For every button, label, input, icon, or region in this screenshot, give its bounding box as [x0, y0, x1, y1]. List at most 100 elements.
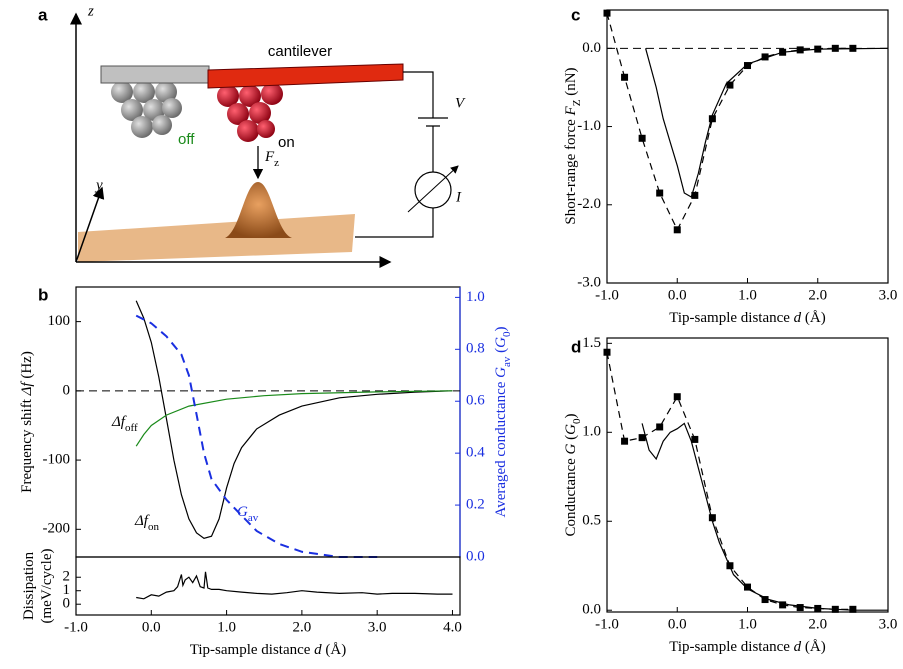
y2-axis-label-part: 0	[501, 331, 513, 337]
marker	[708, 514, 716, 522]
y2-axis-label-part: )	[493, 327, 509, 332]
annotation-part: G	[237, 504, 248, 520]
y-axis-label-part: Short-range force	[563, 115, 579, 224]
x-axis-label-part: d	[794, 310, 802, 326]
label: cantilever	[268, 43, 332, 60]
tip-on	[217, 83, 283, 142]
x-tick-label: -1.0	[595, 616, 619, 632]
y-tick-label: -3.0	[577, 274, 601, 290]
y-axis-label-part: G	[563, 424, 579, 435]
annotation-part: Δf	[134, 513, 150, 529]
y2-tick-label: 0.6	[466, 393, 485, 409]
x-axis-label-part: d	[794, 639, 802, 655]
x-tick-label: 0.0	[668, 287, 687, 303]
series-line	[135, 314, 378, 558]
x-tick-label: 3.0	[368, 619, 387, 635]
y-axis-label-part: (	[563, 435, 579, 444]
y-axis-label: Short-range force FZ (nN)	[563, 67, 582, 224]
marker	[638, 434, 646, 442]
y-axis-label-part: Z	[571, 99, 583, 106]
y-axis-label: (meV/cycle)	[39, 549, 55, 624]
series-line	[135, 390, 453, 447]
series-line	[606, 352, 853, 610]
y2-axis-label-part: (	[493, 348, 509, 357]
marker	[779, 601, 787, 609]
x-tick-label: 1.0	[738, 616, 757, 632]
x-tick-label: 2.0	[808, 287, 827, 303]
marker	[656, 189, 664, 197]
y2-axis-label-part: G	[493, 337, 509, 348]
y-tick-label: -200	[43, 521, 71, 537]
y-axis-label: Frequency shift Δf (Hz)	[19, 351, 35, 493]
y-axis-label-part: F	[563, 105, 579, 116]
marker	[603, 348, 611, 356]
series-line	[606, 12, 853, 232]
marker	[708, 115, 716, 123]
plot-frame	[606, 337, 889, 613]
panel-label: d	[571, 337, 581, 356]
annotation-part: on	[148, 521, 160, 533]
y-tick-label: -100	[43, 452, 71, 468]
y2-tick-label: 0.8	[466, 341, 485, 357]
label: on	[278, 134, 295, 151]
label: z	[274, 157, 279, 169]
y-axis-label-part: Δf	[19, 381, 35, 397]
x-tick-label: 3.0	[879, 287, 898, 303]
tip-off	[111, 81, 182, 138]
label: I	[455, 189, 462, 205]
marker	[796, 604, 804, 612]
y-arrow	[75, 186, 105, 263]
y-tick-label: 100	[48, 313, 71, 329]
y2-axis-label: Averaged conductance Gav (G0)	[493, 327, 512, 518]
x-tick-label: -1.0	[595, 287, 619, 303]
y-tick-label: -1.0	[577, 118, 601, 134]
plot-frame	[75, 556, 461, 616]
y-axis-label: Conductance G (G0)	[563, 414, 582, 537]
x-axis-label-part: (Å)	[322, 642, 347, 658]
y2-tick-label: 0.2	[466, 497, 485, 513]
y2-axis-label-part: Averaged conductance	[493, 378, 509, 518]
panel-a: a z y cantilever V off on Fz I	[38, 3, 466, 268]
panel-label: a	[38, 5, 48, 24]
label: F	[264, 149, 275, 165]
y-axis-label-part: (meV/cycle)	[39, 549, 55, 624]
cantilever-on	[207, 63, 404, 89]
marker	[726, 81, 734, 89]
annotation: Δfoff	[111, 414, 138, 433]
y-axis-label-part: Frequency shift	[19, 395, 35, 492]
marker	[638, 134, 646, 142]
y-axis-label-part: )	[563, 414, 579, 419]
y-tick-label: 1.5	[582, 335, 601, 351]
annotation: Gav	[237, 504, 259, 523]
x-tick-label: 4.0	[443, 619, 462, 635]
annotation-part: Δf	[111, 414, 127, 430]
annotation-part: av	[248, 512, 259, 524]
x-axis-label-part: (Å)	[801, 310, 826, 326]
x-axis-label: Tip-sample distance d (Å)	[190, 642, 347, 658]
y-axis-label: Dissipation	[21, 551, 37, 620]
annotation-part: off	[125, 422, 138, 434]
y-axis-label-part: G	[563, 443, 579, 454]
series-line	[641, 422, 888, 611]
x-axis-label-part: Tip-sample distance	[669, 310, 793, 326]
annotation: Δfon	[134, 513, 159, 532]
plot: 012 -1.0 0.0 1.0 2.0 3.0 4.0	[63, 556, 462, 635]
ammeter-arrow	[407, 165, 459, 213]
y2-tick-label: 0.0	[466, 548, 485, 564]
y-tick-label: 2	[63, 569, 71, 585]
marker	[621, 73, 629, 81]
marker	[744, 62, 751, 70]
y2-tick-label: 0.4	[466, 445, 485, 461]
x-tick-label: 1.0	[217, 619, 236, 635]
y-tick-label: 0	[63, 596, 71, 612]
y-tick-label: -2.0	[577, 196, 601, 212]
x-tick-label: 2.0	[293, 619, 312, 635]
x-axis-label: Tip-sample distance d (Å)	[669, 310, 826, 326]
adatom-bump	[225, 182, 292, 238]
x-axis-label-part: (Å)	[801, 639, 826, 655]
marker	[621, 437, 629, 445]
x-axis-label-part: d	[314, 642, 322, 658]
x-tick-label: 0.0	[142, 619, 161, 635]
